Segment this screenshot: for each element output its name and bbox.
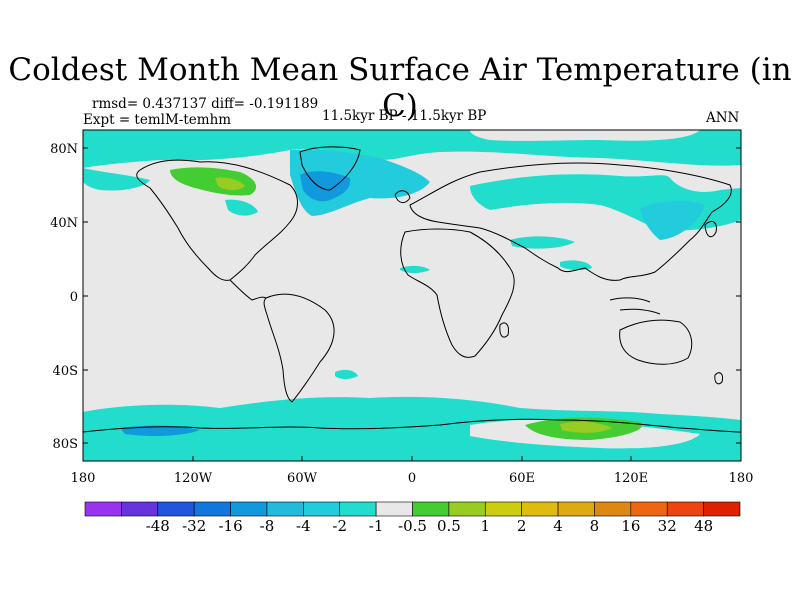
x-label-120w: 120W xyxy=(174,471,213,486)
colorbar-swatch xyxy=(339,501,377,517)
colorbar-label: 4 xyxy=(553,517,563,535)
colorbar-label: 48 xyxy=(694,517,714,535)
y-tick-marks xyxy=(83,147,741,444)
canada-yellow-patch xyxy=(215,177,245,191)
africa-coast xyxy=(400,228,515,358)
north-america-coast xyxy=(136,159,298,281)
colorbar-swatch xyxy=(557,501,595,517)
colorbar-label: 1 xyxy=(480,517,491,535)
colorbar-swatch xyxy=(266,501,304,517)
x-label-60w: 60W xyxy=(287,471,318,486)
colorbar-label: 8 xyxy=(589,517,600,535)
colorbar-label: -4 xyxy=(296,517,311,535)
tropical-cyan-2 xyxy=(510,236,575,249)
colorbar-swatch xyxy=(630,501,668,517)
colorbar-swatch xyxy=(484,501,522,517)
greenland-coast xyxy=(299,146,361,191)
experiment-label: Expt = temlM-temhm xyxy=(83,112,232,128)
east-asia-cyan xyxy=(640,200,705,240)
colorbar-swatch xyxy=(193,501,231,517)
south-america-coast xyxy=(263,293,335,403)
indonesia-coast xyxy=(609,297,661,315)
x-label-180-left: 180 xyxy=(71,471,96,486)
period-label: 11.5kyr BP - 11.5kyr BP xyxy=(322,108,487,124)
antarctica-yellow xyxy=(560,421,612,433)
x-tick-marks xyxy=(192,456,632,461)
japan-coast xyxy=(704,221,717,238)
madagascar-coast xyxy=(499,322,509,338)
antarctica-coast xyxy=(83,418,741,433)
colorbar-label: -48 xyxy=(145,517,170,535)
colorbar-label: -1 xyxy=(368,517,384,535)
y-label-80n: 80N xyxy=(50,142,78,157)
colorbar-swatch xyxy=(375,501,413,517)
chart-title: Coldest Month Mean Surface Air Temperatu… xyxy=(8,52,792,124)
x-label-0: 0 xyxy=(408,471,416,486)
rmsd-diff-stat: rmsd= 0.437137 diff= -0.191189 xyxy=(92,96,319,112)
pacific-cyan-strip xyxy=(83,168,150,191)
north-atlantic-blue xyxy=(300,171,351,202)
x-label-60e: 60E xyxy=(509,471,535,486)
colorbar-label: -32 xyxy=(182,517,207,535)
colorbar-swatch xyxy=(84,501,122,517)
eurasia-coast xyxy=(409,162,732,281)
y-label-40n: 40N xyxy=(50,216,78,231)
season-label: ANN xyxy=(706,110,740,126)
antarctica-blue xyxy=(120,425,200,437)
colorbar-swatch xyxy=(303,501,341,517)
y-label-80s: 80S xyxy=(53,437,78,452)
colorbar-label: 2 xyxy=(516,517,527,535)
y-label-40s: 40S xyxy=(53,364,78,379)
colorbar-label: -2 xyxy=(332,517,348,535)
colorbar-swatch xyxy=(666,501,704,517)
colorbar-label: -8 xyxy=(259,517,275,535)
colorbar-label: 16 xyxy=(621,517,641,535)
hudson-cyan xyxy=(225,199,258,216)
colorbar-swatch xyxy=(121,501,159,517)
australia-coast xyxy=(619,319,693,365)
central-america-coast xyxy=(229,279,267,301)
new-zealand-coast xyxy=(714,372,723,385)
colorbar-swatch xyxy=(521,501,559,517)
colorbar-swatch xyxy=(230,501,268,517)
y-label-0: 0 xyxy=(70,290,78,305)
colorbar-label: 0.5 xyxy=(436,517,461,535)
map-plot-area xyxy=(83,130,741,461)
x-label-120e: 120E xyxy=(614,471,648,486)
arctic-gap xyxy=(470,130,700,141)
colorbar-swatch xyxy=(412,501,450,517)
tropical-cyan-1 xyxy=(400,265,430,273)
colorbar xyxy=(84,501,741,517)
colorbar-swatch xyxy=(448,501,486,517)
x-label-180-right: 180 xyxy=(729,471,754,486)
uk-coast xyxy=(394,190,411,203)
colorbar-swatch xyxy=(157,501,195,517)
colorbar-label: 32 xyxy=(657,517,677,535)
colorbar-label: -0.5 xyxy=(398,517,427,535)
colorbar-swatch xyxy=(594,501,632,517)
colorbar-swatch xyxy=(703,501,741,517)
south-atlantic-cyan xyxy=(335,369,358,379)
colorbar-label: -16 xyxy=(218,517,243,535)
coastlines xyxy=(83,146,741,433)
